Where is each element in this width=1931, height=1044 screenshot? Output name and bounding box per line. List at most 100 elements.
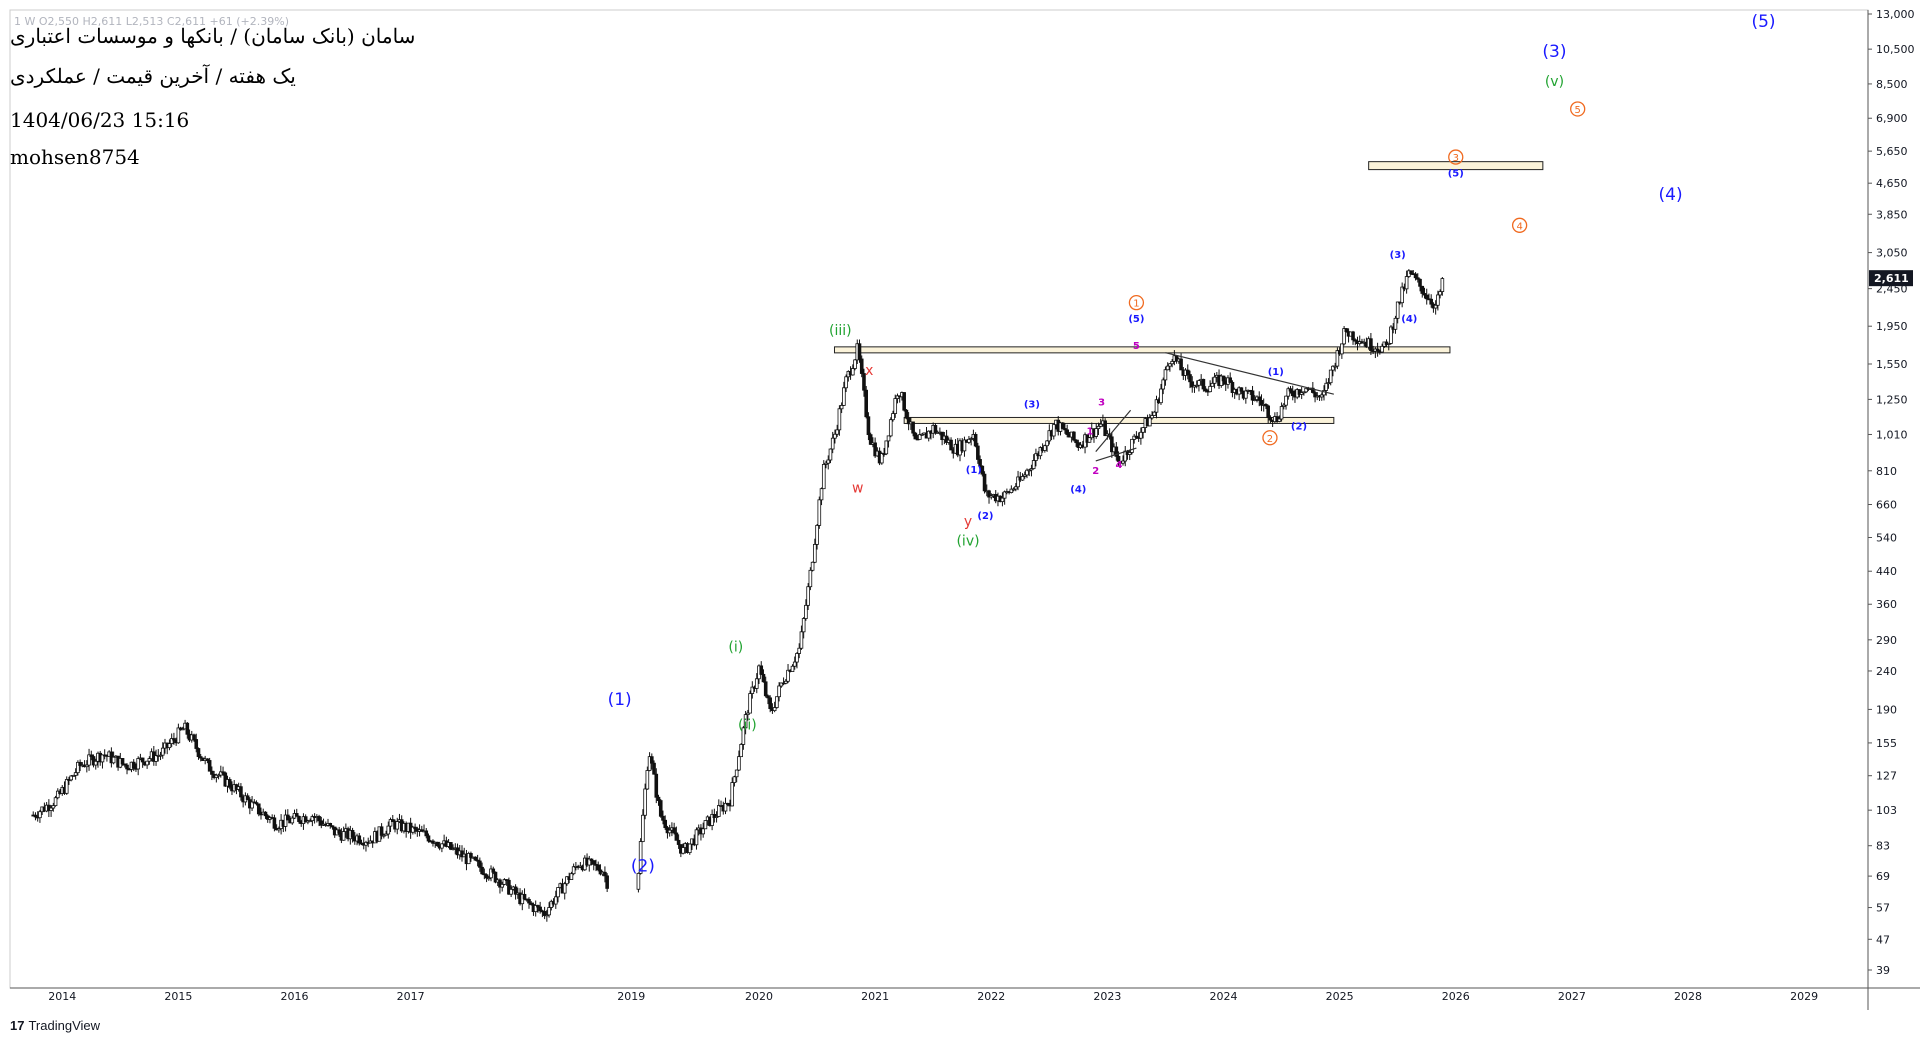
candle bbox=[641, 809, 645, 843]
candle bbox=[1170, 359, 1174, 368]
candle bbox=[569, 871, 574, 880]
candle-body bbox=[73, 772, 78, 776]
candle-body bbox=[1268, 417, 1273, 421]
candle-body bbox=[650, 756, 654, 764]
candle bbox=[973, 432, 978, 448]
candle bbox=[1389, 325, 1393, 345]
candle bbox=[687, 843, 692, 855]
candle bbox=[596, 861, 601, 872]
candle bbox=[489, 865, 493, 882]
candle bbox=[308, 818, 312, 823]
candle bbox=[1074, 439, 1078, 447]
wave-label: (v) bbox=[1545, 74, 1564, 90]
candle bbox=[1212, 372, 1217, 389]
candle-body bbox=[386, 825, 391, 835]
candle bbox=[87, 748, 91, 771]
time-tick-label: 2021 bbox=[861, 990, 889, 1003]
candle-body bbox=[1228, 377, 1233, 383]
candle-body bbox=[1201, 378, 1206, 390]
candle bbox=[1279, 402, 1284, 422]
candle-body bbox=[1096, 425, 1101, 429]
candle-body bbox=[1380, 345, 1384, 353]
candle bbox=[1353, 338, 1358, 346]
candle bbox=[1072, 431, 1076, 442]
candle bbox=[1264, 403, 1268, 410]
candle-body bbox=[1027, 469, 1032, 472]
candle-body bbox=[87, 754, 91, 766]
candle-body bbox=[1159, 388, 1163, 404]
candle-body bbox=[652, 762, 656, 775]
time-tick-label: 2016 bbox=[281, 990, 309, 1003]
candle-body bbox=[587, 858, 592, 866]
candle bbox=[1415, 273, 1420, 283]
candle-body bbox=[1185, 369, 1190, 375]
candle bbox=[1154, 395, 1159, 419]
candle bbox=[980, 465, 985, 477]
candle-body bbox=[379, 826, 384, 836]
candle bbox=[1311, 382, 1315, 394]
triangle-upper-line bbox=[1165, 352, 1334, 395]
candle bbox=[1027, 468, 1032, 477]
candle-body bbox=[857, 343, 862, 360]
candle bbox=[790, 664, 795, 672]
candle bbox=[205, 758, 210, 764]
candle bbox=[650, 753, 654, 770]
price-tick-label: 1,250 bbox=[1876, 393, 1908, 406]
candle bbox=[837, 405, 842, 436]
candle-body bbox=[1436, 294, 1440, 306]
candle-body bbox=[1031, 460, 1036, 469]
candle bbox=[1034, 448, 1038, 467]
candle-body bbox=[194, 739, 199, 749]
candle bbox=[513, 884, 518, 900]
candle bbox=[1284, 395, 1288, 410]
price-tick-label: 39 bbox=[1876, 964, 1890, 977]
candle-body bbox=[710, 813, 714, 826]
candle-body bbox=[1188, 374, 1192, 383]
candle bbox=[1440, 277, 1445, 296]
candle-body bbox=[196, 748, 201, 758]
price-tick-label: 155 bbox=[1876, 737, 1897, 750]
candle-body bbox=[491, 868, 496, 873]
candle bbox=[69, 775, 73, 782]
candle bbox=[120, 758, 125, 766]
candle bbox=[529, 901, 534, 906]
price-axis[interactable]: 13,000 10,500 8,500 6,900 5,650 4,650 3,850 3,0… bbox=[1868, 8, 1915, 977]
candle-body bbox=[545, 914, 549, 917]
candle-body bbox=[254, 802, 259, 805]
candle-body bbox=[185, 722, 190, 735]
candle-body bbox=[1212, 376, 1217, 384]
candle-body bbox=[672, 827, 676, 834]
candle bbox=[962, 436, 967, 457]
candle bbox=[1121, 455, 1125, 466]
candle-body bbox=[920, 433, 924, 436]
candle bbox=[978, 455, 982, 468]
candle-body bbox=[658, 800, 663, 817]
candle-body bbox=[1190, 381, 1195, 388]
candle-body bbox=[839, 404, 844, 410]
candle-body bbox=[703, 820, 708, 830]
candle-body bbox=[482, 873, 487, 876]
candle bbox=[449, 842, 453, 851]
candle bbox=[652, 760, 656, 775]
candle bbox=[167, 739, 172, 751]
candle-body bbox=[1165, 365, 1170, 371]
candle bbox=[1016, 470, 1020, 491]
candle-body bbox=[341, 831, 346, 841]
wave-label: (5) bbox=[1448, 168, 1464, 179]
candle bbox=[1228, 372, 1233, 383]
candle bbox=[493, 871, 498, 884]
wave-label: (3) bbox=[1024, 399, 1040, 410]
candle-body bbox=[826, 459, 831, 464]
candle bbox=[1188, 370, 1192, 389]
candle-body bbox=[1022, 474, 1027, 477]
candle bbox=[886, 435, 891, 448]
candle-body bbox=[290, 817, 295, 824]
candle bbox=[500, 881, 504, 892]
candle bbox=[786, 663, 790, 684]
time-axis[interactable]: 2014 2015 2016 2017 2019 2020 2021 2022 2023 2024… bbox=[48, 990, 1818, 1003]
tradingview-logo[interactable]: 17 TradingView bbox=[10, 1018, 100, 1033]
candle bbox=[254, 800, 259, 806]
candle-body bbox=[777, 685, 781, 698]
datetime-label: 1404/06/23 15:16 bbox=[10, 108, 190, 132]
